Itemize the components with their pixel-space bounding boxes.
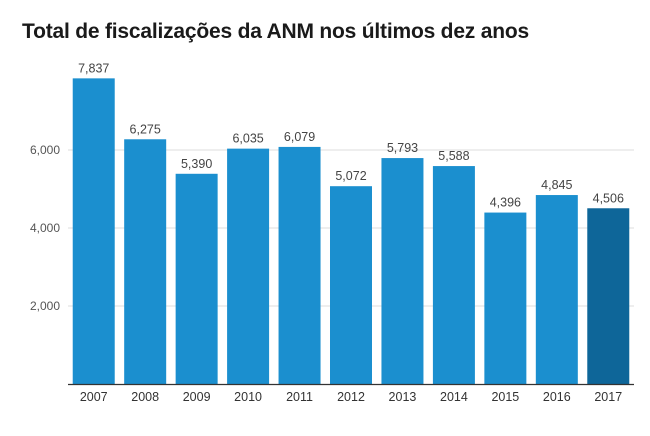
- x-tick-label: 2017: [594, 390, 622, 404]
- data-label: 4,506: [593, 191, 624, 205]
- data-label: 6,275: [130, 122, 161, 136]
- bar: [381, 158, 424, 384]
- x-tick-label: 2011: [286, 390, 313, 404]
- data-label: 5,072: [335, 169, 366, 183]
- bar: [72, 78, 115, 385]
- y-tick-label: 6,000: [30, 143, 60, 157]
- bar: [535, 195, 578, 384]
- data-labels: 7,837 6,275 5,390 6,035 6,079 5,072 5,793 5,588…: [78, 61, 624, 209]
- x-tick-label: 2010: [234, 390, 262, 404]
- data-label: 4,396: [490, 196, 521, 210]
- bar: [432, 166, 475, 384]
- axes: 2,000 4,000 6,000 2007 2008 2009 2010 2011 2012 2…: [30, 143, 634, 404]
- bar: [175, 173, 218, 384]
- data-label: 6,079: [284, 130, 315, 144]
- bar: [278, 146, 321, 384]
- data-label: 6,035: [232, 132, 263, 146]
- bar: [124, 139, 167, 384]
- bars: [72, 78, 630, 385]
- x-tick-label: 2016: [543, 390, 571, 404]
- x-tick-label: 2007: [80, 390, 108, 404]
- data-label: 4,845: [541, 178, 572, 192]
- bar: [484, 212, 527, 384]
- chart-title: Total de fiscalizações da ANM nos último…: [22, 20, 529, 43]
- x-tick-label: 2008: [131, 390, 159, 404]
- data-label: 5,793: [387, 141, 418, 155]
- x-tick-label: 2009: [183, 390, 211, 404]
- data-label: 5,588: [438, 149, 469, 163]
- y-tick-label: 4,000: [30, 221, 60, 235]
- bar: [587, 208, 630, 384]
- x-tick-label: 2012: [337, 390, 365, 404]
- data-label: 7,837: [78, 61, 109, 75]
- x-tick-label: 2015: [491, 390, 519, 404]
- bar: [330, 186, 372, 384]
- x-tick-label: 2013: [389, 390, 417, 404]
- x-tick-label: 2014: [440, 390, 468, 404]
- y-tick-label: 2,000: [30, 299, 60, 313]
- data-label: 5,390: [181, 157, 212, 171]
- bar: [227, 148, 270, 384]
